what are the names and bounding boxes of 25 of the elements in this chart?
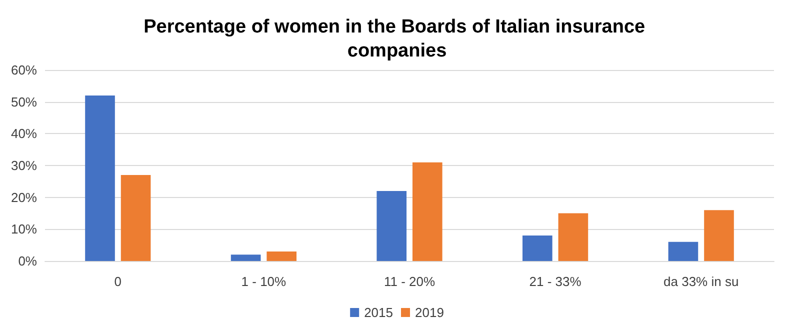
bar [704, 210, 734, 261]
y-tick-label: 10% [10, 222, 38, 237]
bar [120, 175, 151, 261]
bar [522, 236, 552, 261]
y-tick-label: 20% [10, 190, 38, 205]
chart-title: Percentage of women in the Boards of Italian insurance companies [144, 16, 650, 62]
y-tick-label: 60% [10, 62, 38, 78]
legend-label: 2019 [415, 305, 444, 320]
x-tick-label: da 33% in su [664, 274, 739, 289]
bar [558, 213, 588, 261]
bar [266, 251, 297, 261]
legend-label: 2015 [364, 305, 393, 320]
bar [230, 254, 261, 261]
bar [85, 95, 115, 261]
x-tick-label: 0 [114, 274, 122, 289]
bar [376, 190, 407, 261]
x-tick-label: 21 - 33% [529, 274, 582, 289]
y-tick-label: 0% [18, 254, 38, 268]
y-tick-label: 30% [10, 158, 38, 173]
bar [668, 242, 698, 261]
x-tick-label: 11 - 20% [384, 274, 436, 289]
bar [412, 162, 442, 261]
y-tick-label: 50% [10, 94, 38, 110]
x-tick-label: 1 - 10% [241, 274, 287, 289]
y-tick-label: 40% [10, 126, 38, 142]
